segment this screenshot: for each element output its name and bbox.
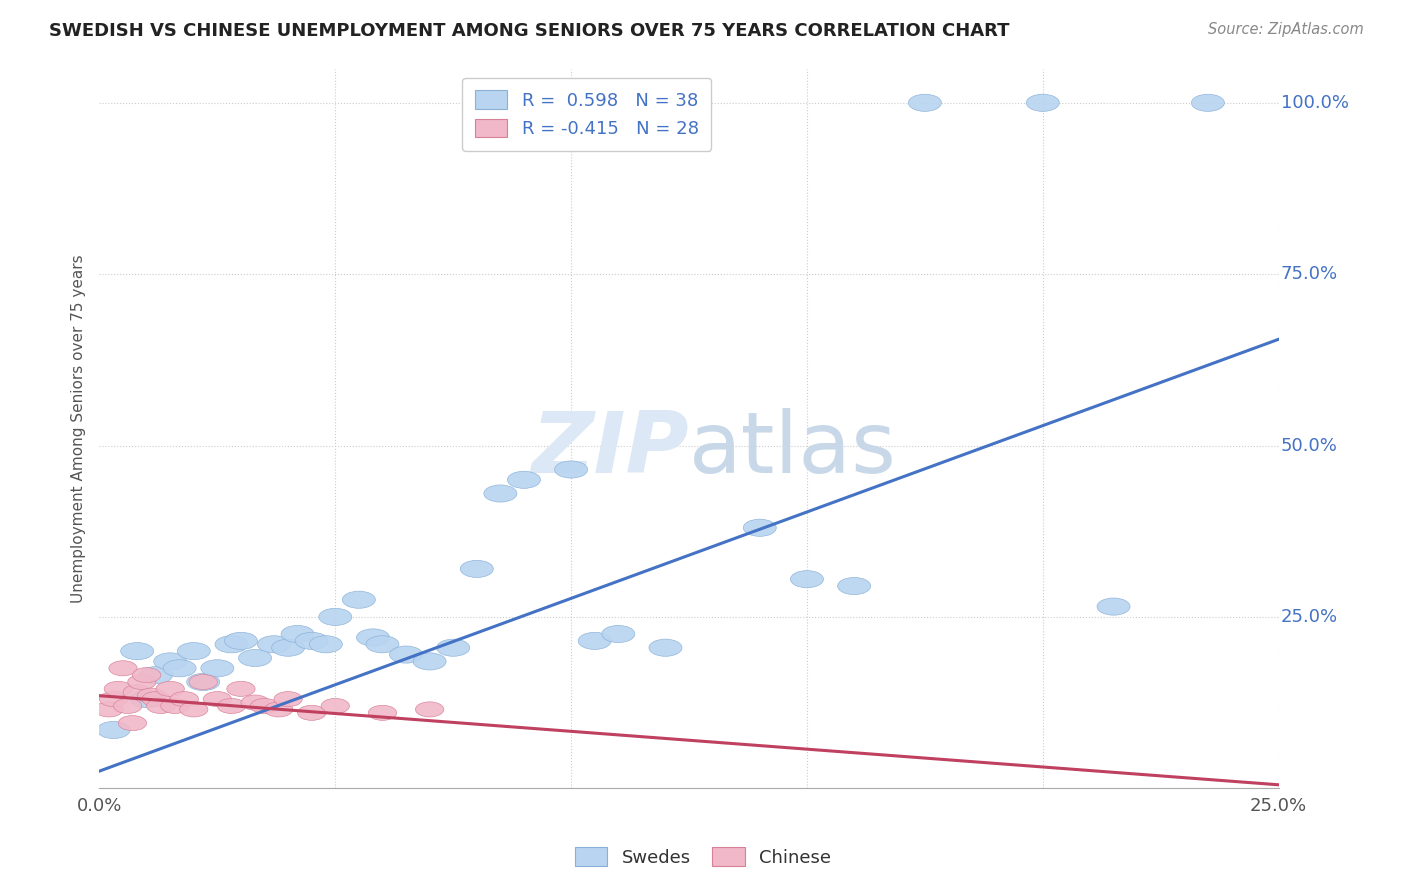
- Text: 75.0%: 75.0%: [1281, 265, 1339, 283]
- Ellipse shape: [578, 632, 612, 649]
- Ellipse shape: [744, 519, 776, 536]
- Ellipse shape: [204, 691, 232, 706]
- Legend: Swedes, Chinese: Swedes, Chinese: [568, 840, 838, 874]
- Ellipse shape: [138, 688, 166, 703]
- Ellipse shape: [274, 691, 302, 706]
- Ellipse shape: [187, 673, 219, 690]
- Ellipse shape: [357, 629, 389, 646]
- Ellipse shape: [413, 653, 446, 670]
- Ellipse shape: [790, 571, 824, 588]
- Ellipse shape: [908, 95, 942, 112]
- Ellipse shape: [271, 640, 305, 657]
- Ellipse shape: [321, 698, 350, 714]
- Ellipse shape: [122, 685, 152, 700]
- Ellipse shape: [146, 698, 174, 714]
- Ellipse shape: [295, 632, 328, 649]
- Ellipse shape: [366, 636, 399, 653]
- Ellipse shape: [139, 666, 173, 683]
- Ellipse shape: [180, 702, 208, 717]
- Ellipse shape: [121, 642, 153, 660]
- Legend: R =  0.598   N = 38, R = -0.415   N = 28: R = 0.598 N = 38, R = -0.415 N = 28: [463, 78, 711, 151]
- Ellipse shape: [153, 653, 187, 670]
- Text: 100.0%: 100.0%: [1281, 94, 1348, 112]
- Ellipse shape: [104, 681, 132, 697]
- Ellipse shape: [1191, 95, 1225, 112]
- Ellipse shape: [342, 591, 375, 608]
- Ellipse shape: [602, 625, 634, 642]
- Ellipse shape: [156, 681, 184, 697]
- Ellipse shape: [177, 642, 211, 660]
- Ellipse shape: [484, 485, 517, 502]
- Ellipse shape: [128, 674, 156, 690]
- Ellipse shape: [838, 577, 870, 595]
- Ellipse shape: [218, 698, 246, 714]
- Ellipse shape: [94, 702, 122, 717]
- Text: 50.0%: 50.0%: [1281, 436, 1339, 455]
- Ellipse shape: [264, 702, 292, 717]
- Ellipse shape: [298, 706, 326, 721]
- Ellipse shape: [554, 461, 588, 478]
- Ellipse shape: [215, 636, 247, 653]
- Ellipse shape: [309, 636, 342, 653]
- Ellipse shape: [163, 660, 195, 677]
- Ellipse shape: [132, 667, 160, 682]
- Text: ZIP: ZIP: [531, 409, 689, 491]
- Ellipse shape: [118, 715, 146, 731]
- Ellipse shape: [415, 702, 444, 717]
- Ellipse shape: [250, 698, 278, 714]
- Ellipse shape: [1026, 95, 1059, 112]
- Ellipse shape: [97, 722, 131, 739]
- Ellipse shape: [650, 640, 682, 657]
- Ellipse shape: [389, 646, 423, 663]
- Ellipse shape: [225, 632, 257, 649]
- Ellipse shape: [508, 471, 540, 488]
- Ellipse shape: [131, 690, 163, 707]
- Text: 25.0%: 25.0%: [1281, 607, 1339, 626]
- Text: SWEDISH VS CHINESE UNEMPLOYMENT AMONG SENIORS OVER 75 YEARS CORRELATION CHART: SWEDISH VS CHINESE UNEMPLOYMENT AMONG SE…: [49, 22, 1010, 40]
- Text: atlas: atlas: [689, 409, 897, 491]
- Ellipse shape: [188, 674, 218, 690]
- Ellipse shape: [160, 698, 188, 714]
- Ellipse shape: [108, 661, 138, 676]
- Ellipse shape: [100, 691, 128, 706]
- Ellipse shape: [201, 660, 233, 677]
- Ellipse shape: [1097, 598, 1130, 615]
- Text: Source: ZipAtlas.com: Source: ZipAtlas.com: [1208, 22, 1364, 37]
- Ellipse shape: [281, 625, 314, 642]
- Ellipse shape: [368, 706, 396, 721]
- Ellipse shape: [437, 640, 470, 657]
- Ellipse shape: [170, 691, 198, 706]
- Ellipse shape: [240, 695, 269, 710]
- Ellipse shape: [239, 649, 271, 666]
- Ellipse shape: [142, 691, 170, 706]
- Ellipse shape: [460, 560, 494, 577]
- Ellipse shape: [226, 681, 254, 697]
- Ellipse shape: [114, 698, 142, 714]
- Y-axis label: Unemployment Among Seniors over 75 years: Unemployment Among Seniors over 75 years: [72, 254, 86, 603]
- Ellipse shape: [319, 608, 352, 625]
- Ellipse shape: [257, 636, 291, 653]
